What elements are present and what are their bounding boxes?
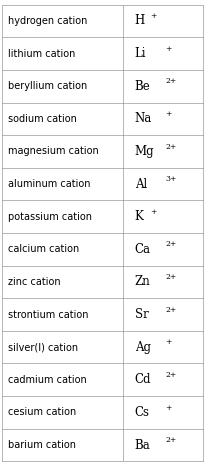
Text: +: + xyxy=(149,12,156,20)
Text: 2+: 2+ xyxy=(165,240,176,248)
Text: K: K xyxy=(134,210,143,223)
Text: Al: Al xyxy=(134,178,146,191)
Text: calcium cation: calcium cation xyxy=(8,244,79,254)
Text: 2+: 2+ xyxy=(165,371,176,379)
Text: Sr: Sr xyxy=(134,308,148,321)
Text: 2+: 2+ xyxy=(165,436,176,444)
Text: Ca: Ca xyxy=(134,243,150,256)
Text: Mg: Mg xyxy=(134,145,154,158)
Text: 3+: 3+ xyxy=(165,175,176,183)
Text: Na: Na xyxy=(134,112,151,125)
Text: 2+: 2+ xyxy=(165,273,176,281)
Text: +: + xyxy=(165,45,171,53)
Text: cadmium cation: cadmium cation xyxy=(8,375,86,385)
Text: beryllium cation: beryllium cation xyxy=(8,81,87,91)
Text: silver(I) cation: silver(I) cation xyxy=(8,342,78,352)
Text: hydrogen cation: hydrogen cation xyxy=(8,16,87,26)
Text: Ag: Ag xyxy=(134,341,150,354)
Text: +: + xyxy=(165,404,171,411)
Text: sodium cation: sodium cation xyxy=(8,114,77,124)
Text: Cs: Cs xyxy=(134,406,149,419)
Text: Cd: Cd xyxy=(134,373,150,386)
Text: H: H xyxy=(134,14,144,27)
Text: barium cation: barium cation xyxy=(8,440,76,450)
Text: Ba: Ba xyxy=(134,439,150,452)
Text: Li: Li xyxy=(134,47,145,60)
Text: +: + xyxy=(165,338,171,346)
Text: magnesium cation: magnesium cation xyxy=(8,146,98,157)
Text: zinc cation: zinc cation xyxy=(8,277,60,287)
Text: 2+: 2+ xyxy=(165,306,176,314)
Text: Zn: Zn xyxy=(134,275,150,288)
Text: strontium cation: strontium cation xyxy=(8,309,88,320)
Text: lithium cation: lithium cation xyxy=(8,48,75,59)
Text: +: + xyxy=(149,208,156,216)
Text: +: + xyxy=(165,110,171,118)
Text: Be: Be xyxy=(134,80,150,93)
Text: 2+: 2+ xyxy=(165,143,176,151)
Text: potassium cation: potassium cation xyxy=(8,212,92,222)
Text: aluminum cation: aluminum cation xyxy=(8,179,90,189)
Text: 2+: 2+ xyxy=(165,77,176,85)
Text: cesium cation: cesium cation xyxy=(8,407,76,418)
